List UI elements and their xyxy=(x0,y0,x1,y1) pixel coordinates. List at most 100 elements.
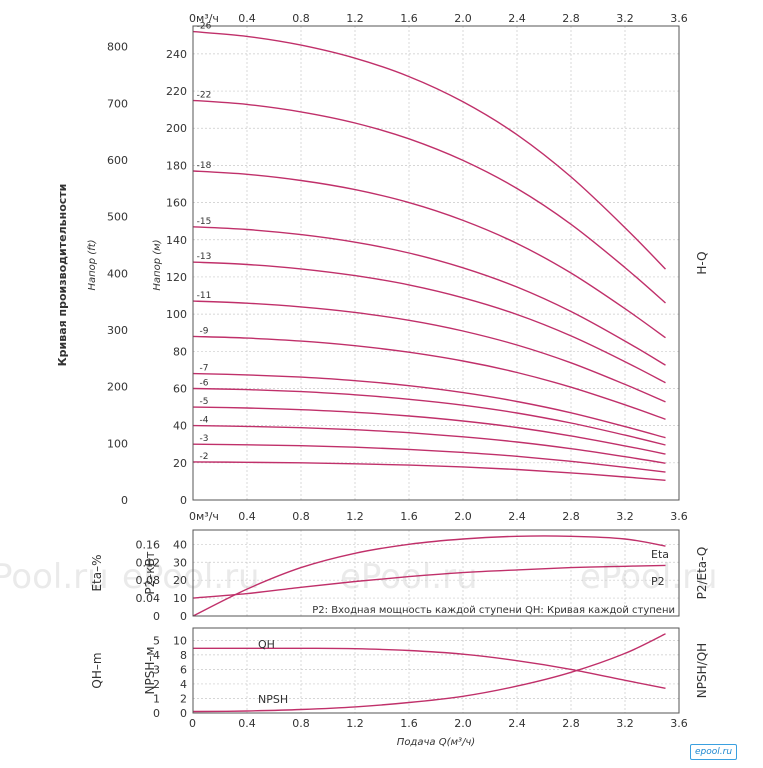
y-axis-title: Eta–% xyxy=(90,554,104,591)
curve-hq--5 xyxy=(192,406,666,455)
x-tick-label-top: 2.4 xyxy=(508,12,526,25)
note-text: P2: Входная мощность каждой ступени QH: … xyxy=(312,605,675,616)
site-logo: epool.ru xyxy=(690,744,738,760)
curves-layer xyxy=(192,30,667,713)
y2-tick-label: 0 xyxy=(153,610,160,623)
panel-title: NPSH/QH xyxy=(695,643,709,698)
x-tick-label-top: 0.4 xyxy=(238,12,256,25)
watermark-text: ePool.ru xyxy=(580,557,718,597)
plot-frame xyxy=(192,627,680,714)
curve-hq--11 xyxy=(192,300,666,403)
curve-hq--13 xyxy=(192,261,666,384)
y2-tick-label: 500 xyxy=(107,211,128,224)
y-tick-label: 120 xyxy=(166,271,187,284)
x-tick-label: 1.2 xyxy=(346,510,364,523)
y-axis-title: QH–m xyxy=(90,652,104,688)
x-tick-label: 0 xyxy=(189,717,196,730)
curve-hq--26 xyxy=(192,30,667,270)
performance-curve-title: Кривая производительности xyxy=(56,184,69,367)
curve-hq--9 xyxy=(192,335,666,420)
y2-axis-title: Напор (ft) xyxy=(87,239,98,290)
stage-label: -4 xyxy=(200,416,209,426)
y-tick-label: 180 xyxy=(166,159,187,172)
stage-label: -15 xyxy=(197,217,212,227)
x-axis-title: Подача Q(м³/ч) xyxy=(397,737,475,748)
grid-layer xyxy=(193,26,680,713)
y2-tick-label: 400 xyxy=(107,267,128,280)
x-tick-label: 2.0 xyxy=(454,717,472,730)
plot-frame xyxy=(192,529,680,617)
y-tick-label: 40 xyxy=(173,420,187,433)
y-tick-label: 0 xyxy=(180,610,187,623)
x-tick-label: 1.6 xyxy=(400,510,418,523)
curve-hq--2 xyxy=(192,461,666,481)
curve-hq--7 xyxy=(192,372,666,439)
y-tick-label: 30 xyxy=(173,556,187,569)
curve-hq--4 xyxy=(192,424,666,464)
stage-label: -13 xyxy=(197,252,212,262)
watermark-layer: Pool.ru ePool.ru ePool.ru ePool.ru xyxy=(0,557,718,597)
panel-title: P2/Eta-Q xyxy=(695,547,709,600)
plot-frame xyxy=(192,25,680,501)
y2-axis-title: NPSH–м xyxy=(143,647,157,695)
x-tick-label: 3.2 xyxy=(616,717,634,730)
x-tick-label-top: 3.2 xyxy=(616,12,634,25)
npsh-label: NPSH xyxy=(258,693,288,706)
y-tick-label: 20 xyxy=(173,457,187,470)
y2-tick-label: 600 xyxy=(107,154,128,167)
stage-label: -3 xyxy=(200,434,209,444)
x-tick-label: 0.4 xyxy=(238,717,256,730)
y-tick-label: 140 xyxy=(166,234,187,247)
y-tick-label: 60 xyxy=(173,382,187,395)
watermark-text: Pool.ru xyxy=(0,557,109,597)
y2-tick-label: 800 xyxy=(107,41,128,54)
x-tick-label: 3.2 xyxy=(616,510,634,523)
y2-tick-label: 0.12 xyxy=(136,556,161,569)
x-tick-label-top: 1.6 xyxy=(400,12,418,25)
watermark-text: ePool.ru xyxy=(122,557,260,597)
y2-tick-label: 0 xyxy=(121,494,128,507)
stage-label: -26 xyxy=(197,22,212,32)
eta-label: Eta xyxy=(651,548,669,561)
y2-tick-label: 3 xyxy=(153,663,160,676)
curve-hq--3 xyxy=(192,443,666,473)
x-tick-label: 2.4 xyxy=(508,510,526,523)
curve-hq--18 xyxy=(192,170,666,339)
stage-label: -2 xyxy=(200,452,209,462)
y-tick-label: 40 xyxy=(173,538,187,551)
text-layer: 0204060801001201401601802002202400100200… xyxy=(56,12,709,748)
stage-label: -7 xyxy=(200,364,209,374)
curve-p2eta-P2 xyxy=(192,564,666,599)
p2-label: P2 xyxy=(651,575,665,588)
y2-tick-label: 300 xyxy=(107,324,128,337)
curve-hq--22 xyxy=(192,99,666,304)
x-tick-label: 1.2 xyxy=(346,717,364,730)
y-tick-label: 200 xyxy=(166,122,187,135)
x-tick-label: 0.8 xyxy=(292,717,310,730)
y-tick-label: 4 xyxy=(180,678,187,691)
y2-tick-label: 700 xyxy=(107,97,128,110)
x-tick-label: 0.8 xyxy=(292,510,310,523)
x-tick-label: 0м³/ч xyxy=(189,510,219,523)
stage-label: -5 xyxy=(200,397,209,407)
y2-tick-label: 4 xyxy=(153,649,160,662)
y2-axis-title: P2–кВт xyxy=(143,551,157,594)
x-tick-label-top: 2.0 xyxy=(454,12,472,25)
y2-tick-label: 200 xyxy=(107,381,128,394)
y2-tick-label: 1 xyxy=(153,692,160,705)
stage-label: -9 xyxy=(200,326,209,336)
curve-p2eta-Eta xyxy=(192,535,666,617)
x-tick-label-top: 0.8 xyxy=(292,12,310,25)
y-tick-label: 0 xyxy=(180,707,187,720)
y-tick-label: 6 xyxy=(180,663,187,676)
stage-label: -11 xyxy=(197,291,212,301)
x-tick-label-top: 0м³/ч xyxy=(189,12,219,25)
y-tick-label: 20 xyxy=(173,574,187,587)
panel-title: H-Q xyxy=(695,251,709,274)
y-tick-label: 80 xyxy=(173,345,187,358)
y2-tick-label: 2 xyxy=(153,678,160,691)
y-tick-label: 240 xyxy=(166,48,187,61)
qh-label: QH xyxy=(258,638,275,651)
x-tick-label: 2.0 xyxy=(454,510,472,523)
